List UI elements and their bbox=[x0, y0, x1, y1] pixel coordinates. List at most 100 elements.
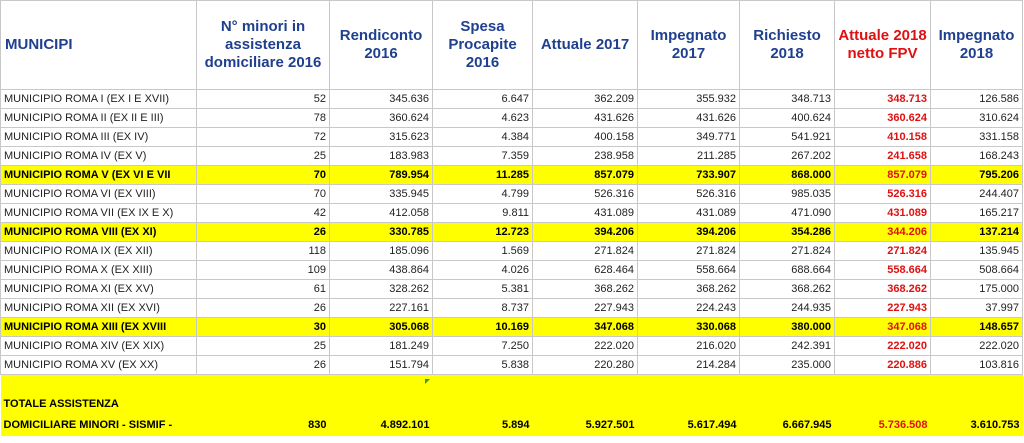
table-row[interactable]: MUNICIPIO ROMA XII (EX XVI) 26 227.161 8.73… bbox=[0, 298, 1023, 318]
cell-minori[interactable]: 25 bbox=[196, 146, 330, 166]
total-row-label[interactable]: TOTALE ASSISTENZA bbox=[0, 394, 1023, 414]
header-minori[interactable]: N° minori in assistenza domiciliare 2016 bbox=[196, 0, 330, 90]
total-label-line1[interactable]: TOTALE ASSISTENZA bbox=[0, 394, 197, 414]
cell-richiesto[interactable]: 271.824 bbox=[739, 241, 835, 261]
table-row[interactable]: MUNICIPIO ROMA XV (EX XX) 26 151.794 5.838 2… bbox=[0, 355, 1023, 375]
cell-minori[interactable]: 26 bbox=[196, 355, 330, 375]
cell-attuale-2018[interactable]: 227.943 bbox=[834, 298, 931, 318]
cell-impegnato-2017[interactable]: 216.020 bbox=[637, 336, 740, 356]
cell-impegnato-2018[interactable]: 165.217 bbox=[930, 203, 1023, 223]
cell-attuale[interactable]: 526.316 bbox=[532, 184, 638, 204]
cell-richiesto[interactable]: 541.921 bbox=[739, 127, 835, 147]
cell-minori[interactable]: 52 bbox=[196, 89, 330, 109]
cell-rendiconto[interactable]: 315.623 bbox=[329, 127, 433, 147]
cell-attuale[interactable]: 431.089 bbox=[532, 203, 638, 223]
cell-impegnato-2017[interactable]: 431.089 bbox=[637, 203, 740, 223]
cell-minori[interactable]: 118 bbox=[196, 241, 330, 261]
cell-attuale-2018[interactable]: 344.206 bbox=[834, 222, 931, 242]
cell-richiesto[interactable]: 688.664 bbox=[739, 260, 835, 280]
cell-spesa[interactable]: 9.811 bbox=[432, 203, 533, 223]
table-row[interactable]: MUNICIPIO ROMA VII (EX IX E X) 42 412.058 9… bbox=[0, 203, 1023, 223]
cell-richiesto[interactable]: 235.000 bbox=[739, 355, 835, 375]
cell-impegnato-2018[interactable]: 37.997 bbox=[930, 298, 1023, 318]
cell-minori[interactable]: 78 bbox=[196, 108, 330, 128]
header-attuale[interactable]: Attuale 2017 bbox=[532, 0, 638, 90]
total-attuale[interactable]: 5.927.501 bbox=[532, 413, 638, 436]
cell-impegnato-2017[interactable]: 431.626 bbox=[637, 108, 740, 128]
cell-minori[interactable]: 30 bbox=[196, 317, 330, 337]
table-row[interactable]: MUNICIPIO ROMA V (EX VI E VII 70 789.954 11… bbox=[0, 165, 1023, 185]
total-minori[interactable]: 830 bbox=[196, 413, 330, 436]
cell-minori[interactable]: 70 bbox=[196, 184, 330, 204]
cell-municipio[interactable]: MUNICIPIO ROMA IX (EX XII) bbox=[0, 241, 197, 261]
header-richiesto[interactable]: Richiesto 2018 bbox=[739, 0, 835, 90]
table-row[interactable]: MUNICIPIO ROMA I (EX I E XVII) 52 345.636 6… bbox=[0, 89, 1023, 109]
cell-municipio[interactable]: MUNICIPIO ROMA XII (EX XVI) bbox=[0, 298, 197, 318]
table-row[interactable]: MUNICIPIO ROMA VI (EX VIII) 70 335.945 4.79… bbox=[0, 184, 1023, 204]
cell-richiesto[interactable]: 471.090 bbox=[739, 203, 835, 223]
cell-minori[interactable]: 109 bbox=[196, 260, 330, 280]
cell-impegnato-2018[interactable]: 175.000 bbox=[930, 279, 1023, 299]
cell-municipio[interactable]: MUNICIPIO ROMA I (EX I E XVII) bbox=[0, 89, 197, 109]
cell-municipio[interactable]: MUNICIPIO ROMA VI (EX VIII) bbox=[0, 184, 197, 204]
cell-municipio[interactable]: MUNICIPIO ROMA X (EX XIII) bbox=[0, 260, 197, 280]
cell-rendiconto[interactable]: 185.096 bbox=[329, 241, 433, 261]
cell-rendiconto[interactable]: 438.864 bbox=[329, 260, 433, 280]
cell-impegnato-2018[interactable]: 148.657 bbox=[930, 317, 1023, 337]
cell-impegnato-2017[interactable]: 368.262 bbox=[637, 279, 740, 299]
cell-impegnato-2017[interactable]: 271.824 bbox=[637, 241, 740, 261]
cell-impegnato-2018[interactable]: 168.243 bbox=[930, 146, 1023, 166]
table-row[interactable]: MUNICIPIO ROMA VIII (EX XI) 26 330.785 12.7… bbox=[0, 222, 1023, 242]
cell-municipio[interactable]: MUNICIPIO ROMA V (EX VI E VII bbox=[0, 165, 197, 185]
table-row[interactable]: MUNICIPIO ROMA XIII (EX XVIII 30 305.068 10… bbox=[0, 317, 1023, 337]
cell-spesa[interactable]: 6.647 bbox=[432, 89, 533, 109]
cell-attuale[interactable]: 227.943 bbox=[532, 298, 638, 318]
cell-impegnato-2017[interactable]: 214.284 bbox=[637, 355, 740, 375]
header-municipi[interactable]: MUNICIPI bbox=[0, 0, 197, 90]
cell-impegnato-2017[interactable]: 558.664 bbox=[637, 260, 740, 280]
cell-spesa[interactable]: 8.737 bbox=[432, 298, 533, 318]
total-row[interactable]: DOMICILIARE MINORI - SISMIF - 830 4.892.… bbox=[0, 413, 1023, 436]
cell-attuale[interactable]: 400.158 bbox=[532, 127, 638, 147]
cell-minori[interactable]: 61 bbox=[196, 279, 330, 299]
cell-richiesto[interactable]: 354.286 bbox=[739, 222, 835, 242]
cell-rendiconto[interactable]: 335.945 bbox=[329, 184, 433, 204]
cell-spesa[interactable]: 7.250 bbox=[432, 336, 533, 356]
cell-richiesto[interactable]: 400.624 bbox=[739, 108, 835, 128]
cell-attuale[interactable]: 628.464 bbox=[532, 260, 638, 280]
cell-rendiconto[interactable]: 181.249 bbox=[329, 336, 433, 356]
cell-rendiconto[interactable]: 227.161 bbox=[329, 298, 433, 318]
cell-minori[interactable]: 26 bbox=[196, 222, 330, 242]
cell-richiesto[interactable]: 244.935 bbox=[739, 298, 835, 318]
table-row[interactable]: MUNICIPIO ROMA X (EX XIII) 109 438.864 4.02… bbox=[0, 260, 1023, 280]
header-attuale-2018[interactable]: Attuale 2018 netto FPV bbox=[834, 0, 931, 90]
table-row[interactable]: MUNICIPIO ROMA II (EX II E III) 78 360.624… bbox=[0, 108, 1023, 128]
cell-municipio[interactable]: MUNICIPIO ROMA IV (EX V) bbox=[0, 146, 197, 166]
cell-municipio[interactable]: MUNICIPIO ROMA VIII (EX XI) bbox=[0, 222, 197, 242]
cell-attuale-2018[interactable]: 368.262 bbox=[834, 279, 931, 299]
cell-rendiconto[interactable]: 412.058 bbox=[329, 203, 433, 223]
cell-attuale[interactable]: 222.020 bbox=[532, 336, 638, 356]
cell-municipio[interactable]: MUNICIPIO ROMA XIV (EX XIX) bbox=[0, 336, 197, 356]
cell-impegnato-2017[interactable]: 355.932 bbox=[637, 89, 740, 109]
cell-attuale-2018[interactable]: 857.079 bbox=[834, 165, 931, 185]
header-rendiconto[interactable]: Rendiconto 2016 bbox=[329, 0, 433, 90]
cell-minori[interactable]: 26 bbox=[196, 298, 330, 318]
cell-attuale[interactable]: 220.280 bbox=[532, 355, 638, 375]
cell-impegnato-2017[interactable]: 394.206 bbox=[637, 222, 740, 242]
table-row[interactable]: MUNICIPIO ROMA IX (EX XII) 118 185.096 1.56… bbox=[0, 241, 1023, 261]
cell-attuale-2018[interactable]: 347.068 bbox=[834, 317, 931, 337]
cell-attuale-2018[interactable]: 220.886 bbox=[834, 355, 931, 375]
cell-attuale-2018[interactable]: 241.658 bbox=[834, 146, 931, 166]
cell-attuale-2018[interactable]: 526.316 bbox=[834, 184, 931, 204]
header-impegnato-2018[interactable]: Impegnato 2018 bbox=[930, 0, 1023, 90]
cell-richiesto[interactable]: 242.391 bbox=[739, 336, 835, 356]
cell-richiesto[interactable]: 868.000 bbox=[739, 165, 835, 185]
cell-impegnato-2017[interactable]: 224.243 bbox=[637, 298, 740, 318]
table-row[interactable]: MUNICIPIO ROMA XI (EX XV) 61 328.262 5.381 3… bbox=[0, 279, 1023, 299]
cell-rendiconto[interactable]: 305.068 bbox=[329, 317, 433, 337]
header-impegnato-2017[interactable]: Impegnato 2017 bbox=[637, 0, 740, 90]
total-richiesto[interactable]: 6.667.945 bbox=[739, 413, 835, 436]
cell-richiesto[interactable]: 380.000 bbox=[739, 317, 835, 337]
table-row[interactable]: MUNICIPIO ROMA IV (EX V) 25 183.983 7.359 23… bbox=[0, 146, 1023, 166]
